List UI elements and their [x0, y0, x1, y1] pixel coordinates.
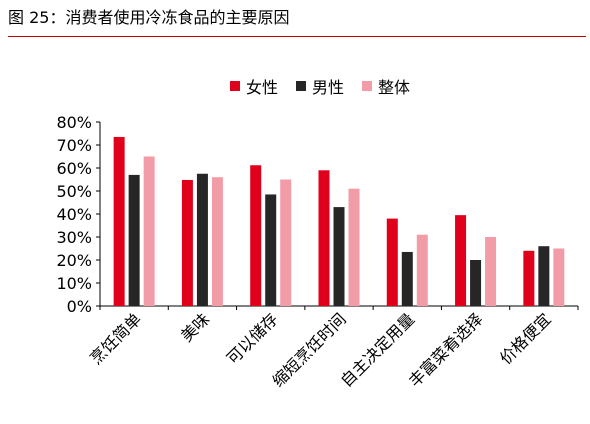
bar-overall [280, 179, 292, 306]
bar-overall [416, 234, 428, 306]
bar-male [401, 251, 413, 306]
y-tick-label: 70% [56, 136, 92, 155]
figure-title: 图 25：消费者使用冷冻食品的主要原因 [8, 8, 290, 27]
x-tick-label: 美味 [177, 309, 213, 345]
legend-swatch-female [230, 81, 240, 91]
bar-overall [348, 188, 360, 306]
bar-male [265, 194, 277, 306]
bar-male [196, 173, 208, 306]
y-tick-label: 20% [56, 251, 92, 270]
x-tick-label: 丰富菜肴选择 [405, 309, 486, 390]
legend-item-female: 女性 [230, 74, 278, 98]
bar-male [538, 246, 550, 306]
bar-female [318, 170, 330, 306]
bar-overall [553, 248, 565, 306]
y-tick-label: 60% [56, 159, 92, 178]
bar-male [333, 207, 345, 306]
bar-overall [143, 156, 155, 306]
bar-female [250, 165, 262, 306]
bar-overall [485, 237, 497, 306]
legend-item-male: 男性 [296, 74, 344, 98]
y-tick-label: 50% [56, 182, 92, 201]
legend-label-overall: 整体 [378, 78, 411, 97]
x-tick-label: 可以储存 [223, 309, 282, 368]
bar-male [470, 260, 482, 306]
legend-item-overall: 整体 [362, 74, 410, 98]
legend-swatch-male [296, 81, 307, 91]
y-tick-label: 10% [56, 274, 92, 293]
legend-label-female: 女性 [246, 78, 279, 97]
y-tick-label: 80% [56, 113, 92, 132]
x-tick-label: 价格便宜 [496, 309, 555, 368]
bar-female [113, 136, 125, 306]
x-tick-label: 烹饪简单 [86, 309, 145, 368]
y-tick-label: 40% [56, 205, 92, 224]
legend-swatch-overall [362, 81, 373, 91]
y-tick-label: 0% [67, 297, 92, 316]
bar-female [523, 250, 535, 306]
title-divider [8, 36, 586, 37]
bar-overall [211, 177, 223, 306]
y-tick-label: 30% [56, 228, 92, 247]
bar-male [128, 174, 140, 306]
bar-female [386, 218, 398, 306]
bar-female [455, 215, 467, 306]
bar-female [181, 179, 193, 306]
chart-legend: 女性 男性 整体 [230, 74, 410, 98]
legend-label-male: 男性 [312, 78, 345, 97]
